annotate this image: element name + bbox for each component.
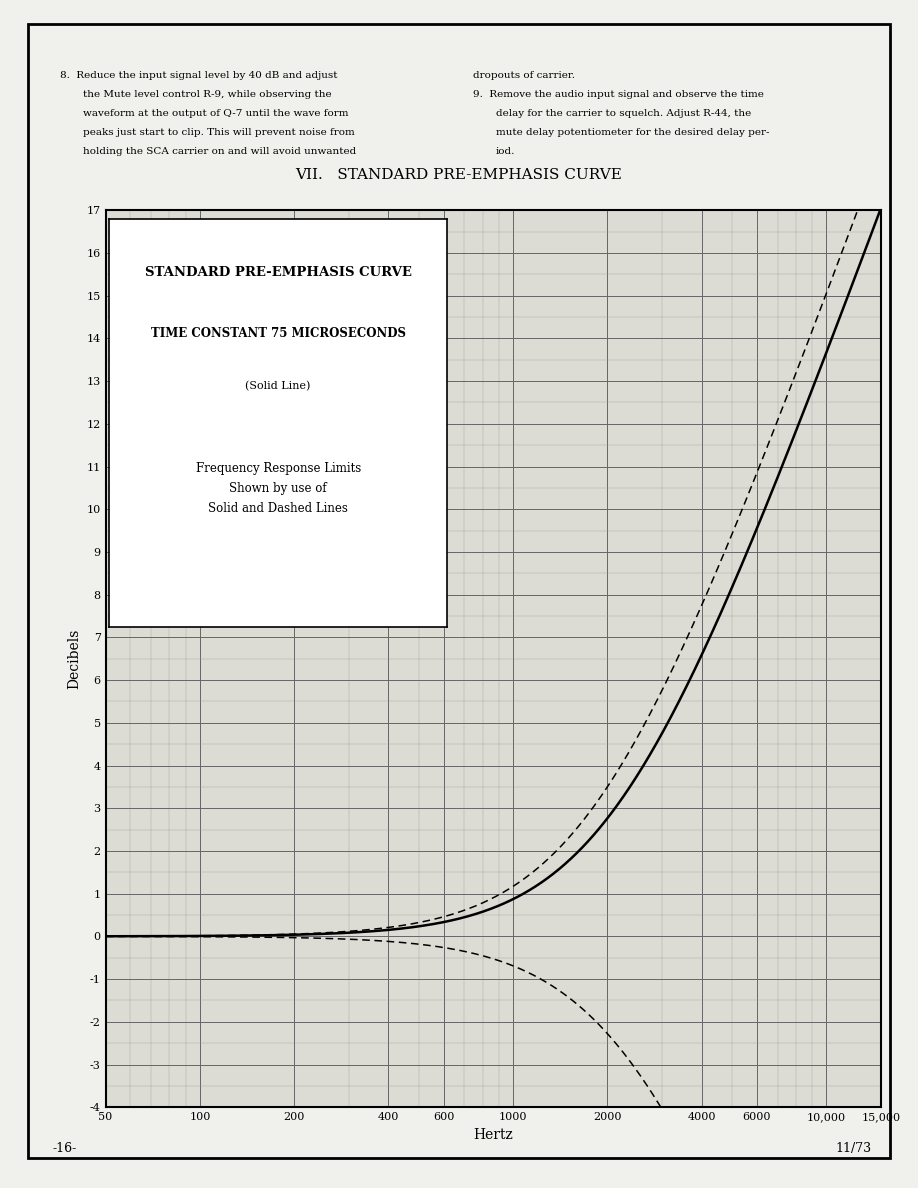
Text: 11/73: 11/73 bbox=[835, 1143, 872, 1155]
Text: 8.  Reduce the input signal level by 40 dB and adjust: 8. Reduce the input signal level by 40 d… bbox=[60, 71, 337, 81]
Text: delay for the carrier to squelch. Adjust R-44, the: delay for the carrier to squelch. Adjust… bbox=[496, 109, 751, 119]
Text: iod.: iod. bbox=[496, 147, 515, 157]
Text: VII.   STANDARD PRE-EMPHASIS CURVE: VII. STANDARD PRE-EMPHASIS CURVE bbox=[296, 168, 622, 182]
X-axis label: Hertz: Hertz bbox=[474, 1127, 513, 1142]
Text: the Mute level control R-9, while observing the: the Mute level control R-9, while observ… bbox=[83, 90, 331, 100]
Text: mute delay potentiometer for the desired delay per-: mute delay potentiometer for the desired… bbox=[496, 128, 769, 138]
Y-axis label: Decibels: Decibels bbox=[67, 628, 81, 689]
Text: waveform at the output of Q-7 until the wave form: waveform at the output of Q-7 until the … bbox=[83, 109, 348, 119]
Text: -16-: -16- bbox=[52, 1143, 76, 1155]
Text: holding the SCA carrier on and will avoid unwanted: holding the SCA carrier on and will avoi… bbox=[83, 147, 356, 157]
Text: 9.  Remove the audio input signal and observe the time: 9. Remove the audio input signal and obs… bbox=[473, 90, 764, 100]
Text: peaks just start to clip. This will prevent noise from: peaks just start to clip. This will prev… bbox=[83, 128, 354, 138]
Text: dropouts of carrier.: dropouts of carrier. bbox=[473, 71, 575, 81]
